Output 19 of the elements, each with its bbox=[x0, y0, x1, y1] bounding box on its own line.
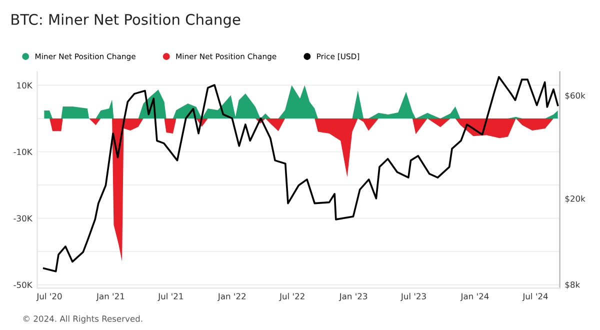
y-tick-label: -10K bbox=[14, 148, 33, 156]
x-tick-label: Jan '24 bbox=[460, 293, 489, 301]
x-tick-label: Jan '21 bbox=[96, 293, 124, 301]
y-tick-label: 10K bbox=[17, 82, 33, 89]
x-tick-label: Jul '23 bbox=[400, 292, 426, 301]
y-tick-label: -50K bbox=[14, 282, 33, 288]
x-tick-label: Jan '22 bbox=[218, 293, 246, 301]
line-series bbox=[42, 76, 559, 272]
y2-tick-label: $60k bbox=[565, 92, 586, 100]
x-tick-label: Jul '20 bbox=[36, 292, 62, 301]
x-tick-label: Jul '21 bbox=[158, 292, 183, 301]
chart-title: BTC: Miner Net Position Change bbox=[12, 14, 240, 28]
y2-tick-label: $8k bbox=[565, 281, 580, 289]
y-tick-label: -30K bbox=[14, 215, 33, 222]
y2-tick-label: $20k bbox=[565, 195, 586, 203]
text: © 2024. All Rights Reserved. bbox=[23, 315, 142, 324]
x-tick-label: Jul '24 bbox=[522, 292, 548, 301]
x-tick-label: Jan '23 bbox=[338, 293, 368, 301]
x-tick-label: Jul '22 bbox=[279, 292, 304, 301]
